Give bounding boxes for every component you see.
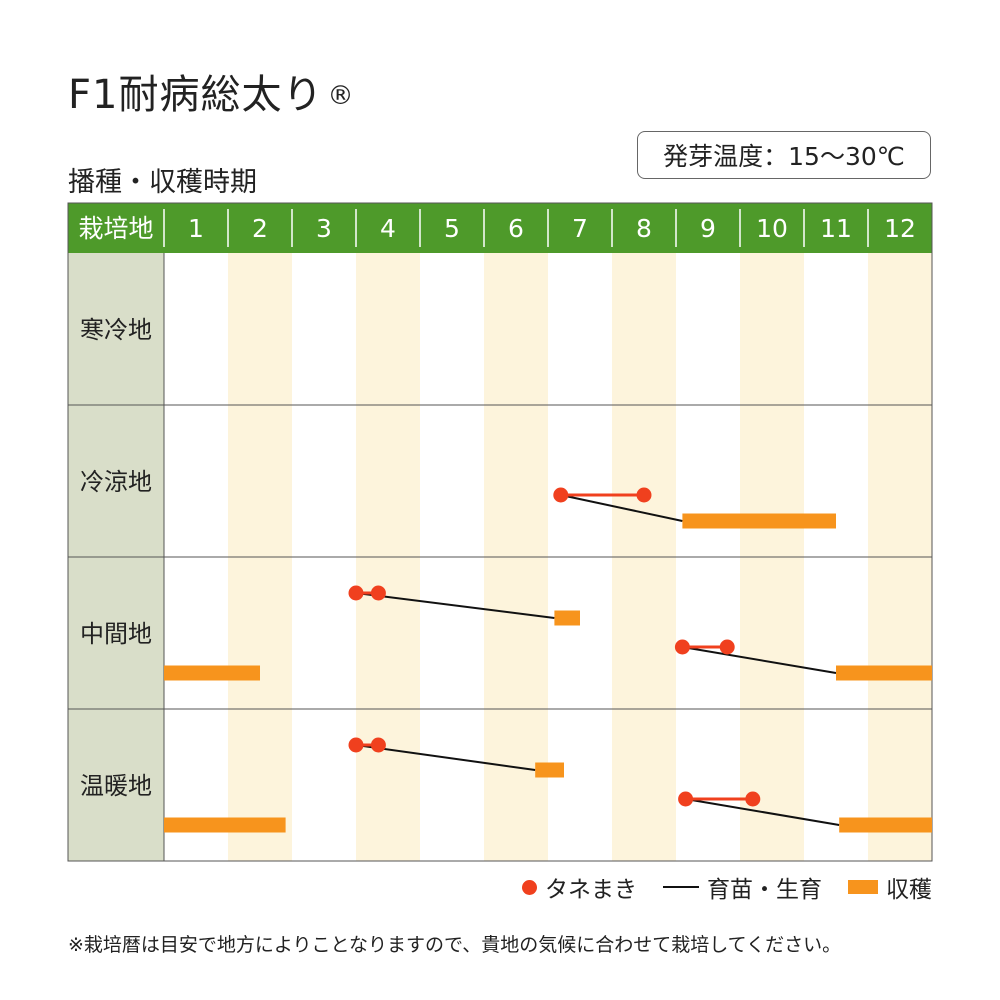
month-label: 2: [252, 214, 268, 243]
harvest-bar-icon: [848, 880, 878, 894]
month-label: 10: [756, 214, 788, 243]
harvest-bar: [535, 762, 564, 778]
legend-harvest-label: 収穫: [886, 877, 932, 903]
region-label: 寒冷地: [80, 316, 152, 344]
page-title: F1耐病総太り ®: [68, 62, 354, 120]
header-label: 栽培地: [78, 214, 153, 243]
legend-sowing-label: タネまき: [545, 877, 637, 903]
month-label: 5: [444, 214, 460, 243]
legend-harvest: 収穫: [848, 870, 932, 904]
month-label: 9: [700, 214, 716, 243]
sowing-dot-icon: [522, 879, 537, 895]
legend-sowing: タネまき: [522, 870, 637, 904]
growth-line: [355, 744, 536, 771]
region-label: 温暖地: [80, 772, 152, 800]
month-label: 7: [572, 214, 588, 243]
sowing-end-dot: [370, 585, 386, 601]
harvest-bar: [839, 817, 932, 833]
harvest-bar: [682, 513, 836, 529]
harvest-bar: [554, 610, 580, 626]
growth-line: [355, 592, 555, 619]
region-label: 冷涼地: [80, 468, 152, 496]
harvest-bar: [164, 817, 286, 833]
legend: タネまき 育苗・生育 収穫: [496, 870, 932, 904]
sowing-end-dot: [370, 737, 386, 753]
growth-line: [682, 646, 837, 674]
germination-temperature-badge: 発芽温度：15～30℃: [637, 131, 931, 179]
germination-temperature-text: 発芽温度：15～30℃: [663, 142, 905, 171]
title-text: F1耐病総太り: [68, 72, 324, 118]
month-label: 11: [820, 214, 852, 243]
header-band: [68, 203, 932, 253]
region-label: 中間地: [80, 620, 152, 648]
sowing-start-dot: [678, 791, 694, 807]
sowing-end-dot: [636, 487, 652, 503]
month-label: 3: [316, 214, 332, 243]
sowing-start-dot: [348, 585, 364, 601]
harvest-bar: [836, 665, 932, 681]
table-border: [67, 202, 933, 862]
chart-subtitle: 播種・収穫時期: [68, 167, 257, 198]
sowing-start-dot: [348, 737, 364, 753]
registered-mark: ®: [327, 81, 355, 111]
month-label: 1: [188, 214, 204, 243]
growth-line: [560, 494, 683, 522]
growth-line: [685, 798, 840, 826]
month-label: 6: [508, 214, 524, 243]
legend-raising-label: 育苗・生育: [707, 877, 822, 903]
sowing-end-dot: [719, 639, 735, 655]
sowing-end-dot: [745, 791, 761, 807]
month-label: 8: [636, 214, 652, 243]
sowing-start-dot: [674, 639, 690, 655]
legend-raising: 育苗・生育: [663, 870, 822, 904]
sowing-start-dot: [553, 487, 569, 503]
month-label: 4: [380, 214, 396, 243]
month-label: 12: [884, 214, 916, 243]
harvest-bar: [164, 665, 260, 681]
footnote: ※栽培暦は目安で地方によりことなりますので、貴地の気候に合わせて栽培してください…: [68, 934, 842, 956]
growth-line-icon: [663, 885, 699, 889]
